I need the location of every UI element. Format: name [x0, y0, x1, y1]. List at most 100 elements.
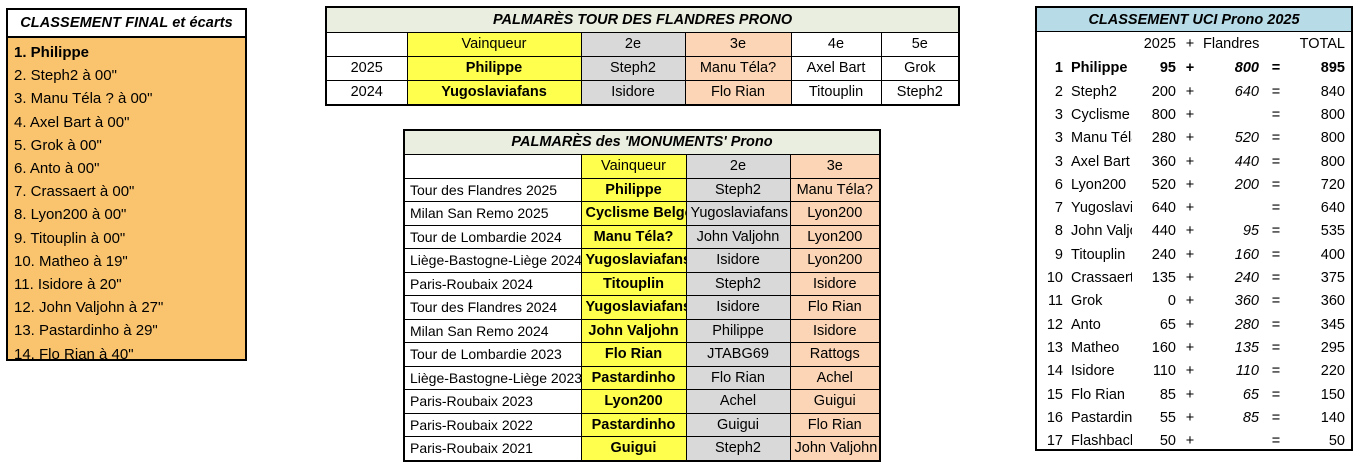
- uci-header-name: [1067, 32, 1132, 57]
- final-ranking-item: 13. Pastardinho à 29": [14, 322, 158, 340]
- monuments-result-cell: Isidore: [685, 248, 791, 273]
- uci-plus-cell: +: [1185, 339, 1195, 356]
- final-ranking-item: 1. Philippe: [14, 44, 90, 62]
- uci-equals-cell: =: [1271, 246, 1281, 263]
- uci-points-cell: 65: [1159, 316, 1176, 333]
- uci-name-cell: Cyclisme Belge: [1071, 106, 1132, 123]
- uci-rank-cell: 14: [1046, 363, 1063, 380]
- monuments-race-cell: Liège-Bastogne-Liège 2023: [403, 365, 582, 390]
- table-row: 3 Cyclisme Belge 800 + = 800: [1037, 104, 1351, 127]
- uci-plus-cell: +: [1185, 130, 1195, 147]
- monuments-result-cell: Steph2: [685, 436, 791, 461]
- monuments-race-cell: Paris-Roubaix 2021: [403, 436, 582, 461]
- monuments-race-cell: Paris-Roubaix 2022: [403, 412, 582, 437]
- table-row: Liège-Bastogne-Liège 2023 Pastardinho Flo …: [403, 365, 881, 390]
- final-ranking-panel: CLASSEMENT FINAL et écarts 1. Philippe 2.…: [6, 8, 247, 363]
- uci-equals-cell: =: [1271, 316, 1281, 333]
- monuments-race-cell: Milan San Remo 2024: [403, 318, 582, 343]
- table-row: 2024 Yugoslaviafans Isidore Flo Rian Titoupl…: [325, 80, 960, 106]
- table-row: Paris-Roubaix 2023 Lyon200 Achel Guigui: [403, 389, 881, 414]
- monuments-result-cell: Guigui: [685, 412, 791, 437]
- uci-points-cell: 110: [1152, 363, 1176, 380]
- flandres-palmares-panel: PALMARÈS TOUR DES FLANDRES PRONO Vainque…: [325, 6, 961, 106]
- uci-name-cell: Yugoslaviafans: [1071, 200, 1132, 217]
- monuments-result-cell: Pastardinho: [580, 412, 687, 437]
- table-row: Milan San Remo 2024 John Valjohn Philippe I…: [403, 318, 881, 343]
- uci-plus-cell: +: [1185, 176, 1195, 193]
- flandres-col-header: 4e: [790, 32, 882, 57]
- flandres-col-header: Vainqueur: [406, 32, 582, 57]
- flandres-year-cell: 2024: [325, 80, 408, 106]
- monuments-result-cell: Philippe: [685, 318, 791, 343]
- uci-plus-cell: +: [1185, 200, 1195, 217]
- uci-equals-cell: =: [1271, 363, 1281, 380]
- uci-header-points: 2025: [1143, 36, 1176, 53]
- uci-name-cell: Philippe: [1071, 60, 1128, 77]
- uci-rank-cell: 3: [1054, 153, 1063, 170]
- flandres-title: PALMARÈS TOUR DES FLANDRES PRONO: [325, 6, 960, 33]
- final-ranking-item: 3. Manu Téla ? à 00": [14, 90, 153, 108]
- monuments-result-cell: Philippe: [580, 177, 687, 202]
- uci-ranking-table: 2025 + Flandres TOTAL 1 Philippe 95 +800 = 89…: [1037, 32, 1351, 453]
- uci-plus-cell: +: [1185, 223, 1195, 240]
- uci-points-cell: 200: [1151, 83, 1176, 100]
- uci-plus-cell: +: [1185, 60, 1195, 77]
- uci-equals-cell: =: [1271, 409, 1281, 426]
- monuments-race-cell: Tour des Flandres 2024: [403, 295, 582, 320]
- uci-total-cell: 400: [1320, 246, 1345, 263]
- flandres-col-header: 5e: [880, 32, 960, 57]
- table-row: 16 Pastardinho 55 +85 = 140: [1037, 406, 1351, 429]
- table-row: 3 Axel Bart 360 +440 = 800: [1037, 150, 1351, 173]
- uci-plus-cell: +: [1185, 106, 1195, 123]
- uci-total-cell: 800: [1320, 153, 1345, 170]
- flandres-result-cell: Philippe: [406, 56, 582, 81]
- uci-plus-cell: +: [1185, 386, 1195, 403]
- uci-rank-cell: 10: [1046, 270, 1063, 287]
- table-row: 6 Lyon200 520 +200 = 720: [1037, 173, 1351, 196]
- uci-total-cell: 800: [1320, 106, 1345, 123]
- uci-rank-cell: 2: [1054, 83, 1063, 100]
- uci-equals-cell: =: [1271, 106, 1281, 123]
- final-ranking-item: 6. Anto à 00": [14, 160, 100, 178]
- monuments-result-cell: John Valjohn: [580, 318, 687, 343]
- monuments-race-cell: Tour de Lombardie 2024: [403, 224, 582, 249]
- uci-header-row: 2025 + Flandres TOTAL: [1037, 32, 1351, 57]
- monuments-result-cell: Isidore: [789, 318, 881, 343]
- uci-equals-cell: =: [1271, 200, 1281, 217]
- table-row: 11 Grok 0 +360 = 360: [1037, 290, 1351, 313]
- uci-rank-cell: 13: [1046, 339, 1063, 356]
- uci-rank-cell: 12: [1046, 316, 1063, 333]
- monuments-race-cell: Tour des Flandres 2025: [403, 177, 582, 202]
- uci-name-cell: Flo Rian: [1071, 386, 1125, 403]
- flandres-result-cell: Yugoslaviafans: [406, 80, 582, 106]
- uci-name-cell: Titouplin: [1071, 246, 1126, 263]
- monuments-result-cell: Manu Téla?: [789, 177, 881, 202]
- final-ranking-item: 11. Isidore à 20": [14, 275, 122, 293]
- table-row: Paris-Roubaix 2022 Pastardinho Guigui Flo R…: [403, 412, 881, 437]
- uci-plus-cell: +: [1185, 316, 1195, 333]
- uci-total-cell: 345: [1320, 316, 1345, 333]
- uci-header-rank: [1037, 32, 1067, 57]
- final-ranking-item: 12. John Valjohn à 27": [14, 299, 164, 317]
- monuments-race-cell: Milan San Remo 2025: [403, 201, 582, 226]
- final-ranking-item: 8. Lyon200 à 00": [14, 206, 127, 224]
- table-row: 12 Anto 65 +280 = 345: [1037, 313, 1351, 336]
- uci-rank-cell: 1: [1054, 60, 1063, 77]
- monuments-result-cell: Flo Rian: [789, 295, 881, 320]
- uci-rank-cell: 8: [1054, 223, 1063, 240]
- uci-name-cell: Lyon200: [1071, 176, 1127, 193]
- uci-plus-cell: +: [1185, 83, 1195, 100]
- uci-total-cell: 800: [1320, 130, 1345, 147]
- monuments-result-cell: Titouplin: [580, 271, 687, 296]
- flandres-result-cell: Manu Téla?: [684, 56, 792, 81]
- uci-equals-cell: =: [1271, 386, 1281, 403]
- uci-added-cell: 85: [1242, 409, 1259, 426]
- uci-name-cell: Matheo: [1071, 339, 1120, 356]
- uci-added-cell: 800: [1234, 60, 1259, 77]
- monuments-result-cell: Yugoslaviafans: [580, 248, 687, 273]
- monuments-race-cell: Tour de Lombardie 2023: [403, 342, 582, 367]
- table-row: Paris-Roubaix 2021 Guigui Steph2 John Valjo…: [403, 436, 881, 461]
- table-row: Tour des Flandres 2025 Philippe Steph2 Manu…: [403, 177, 881, 202]
- flandres-palmares-table: PALMARÈS TOUR DES FLANDRES PRONO Vainque…: [325, 6, 961, 106]
- uci-points-cell: 95: [1159, 60, 1176, 77]
